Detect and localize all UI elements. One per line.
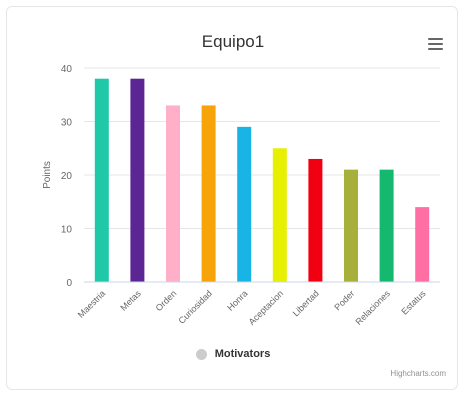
x-tick-label: Libertad [291,288,321,318]
y-tick-label: 30 [61,118,73,129]
bar[interactable] [379,169,394,282]
bar[interactable] [94,78,109,282]
bar[interactable] [415,207,430,282]
x-tick-label: Aceptacion [247,288,286,327]
y-axis-title: Points [42,161,53,189]
bar[interactable] [308,158,323,282]
legend-symbol-icon [195,348,207,360]
x-tick-label: Maestria [76,288,107,319]
y-tick-label: 40 [61,64,73,75]
x-tick-label: Curiosidad [177,288,214,325]
x-tick-label: Relaciones [353,288,392,327]
legend-label: Motivators [214,348,271,360]
bar[interactable] [344,169,358,282]
y-tick-label: 0 [66,278,72,289]
chart-title: Equipo1 [201,32,265,51]
x-tick-label: Poder [332,288,356,312]
bar[interactable] [130,78,145,282]
y-tick-label: 10 [61,225,73,236]
bar[interactable] [166,105,180,282]
x-tick-label: Estatus [399,288,428,317]
legend[interactable]: Motivators [0,348,466,360]
y-tick-label: 20 [61,171,73,182]
x-tick-label: Orden [154,288,179,313]
hamburger-menu-icon[interactable] [428,38,443,51]
bar[interactable] [237,126,252,282]
x-tick-label: Honra [225,288,249,312]
x-tick-label: Metas [118,288,143,313]
bar[interactable] [201,105,216,282]
credits-link[interactable]: Highcharts.com [390,369,446,378]
bar[interactable] [272,148,287,282]
